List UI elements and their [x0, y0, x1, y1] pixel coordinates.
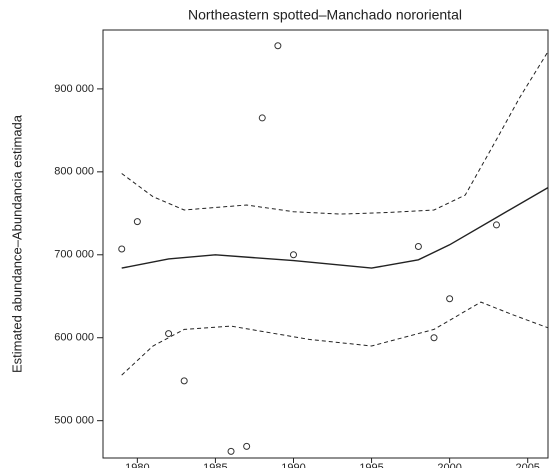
x-tick-label: 1980 [125, 462, 149, 468]
x-tick-label: 1990 [281, 462, 305, 468]
x-tick-label: 1995 [359, 462, 383, 468]
y-tick-label: 600 000 [54, 332, 94, 344]
data-point [180, 377, 188, 385]
plot-frame [102, 29, 549, 459]
data-point [165, 330, 173, 338]
data-point [414, 242, 422, 250]
data-point [258, 114, 266, 122]
data-point [133, 218, 141, 226]
x-tick-label: 1985 [203, 462, 227, 468]
data-point [430, 334, 438, 342]
data-point [227, 447, 235, 455]
x-tick-label: 2000 [437, 462, 461, 468]
y-tick-label: 900 000 [54, 83, 94, 95]
fit-line [121, 186, 549, 269]
y-tick-label: 500 000 [54, 415, 94, 427]
data-point [492, 221, 500, 229]
x-tick-label: 2005 [515, 462, 539, 468]
data-point [118, 245, 126, 253]
confidence-band [121, 51, 549, 215]
data-point [446, 295, 454, 303]
y-tick-label: 700 000 [54, 249, 94, 261]
y-tick-label: 800 000 [54, 166, 94, 178]
data-point [274, 42, 282, 50]
y-axis-label: Estimated abundance–Abundancia estimada [9, 114, 24, 373]
confidence-band [121, 301, 549, 376]
data-point [243, 442, 251, 450]
data-point [289, 251, 297, 259]
chart-title: Northeastern spotted–Manchado nororienta… [188, 7, 462, 23]
